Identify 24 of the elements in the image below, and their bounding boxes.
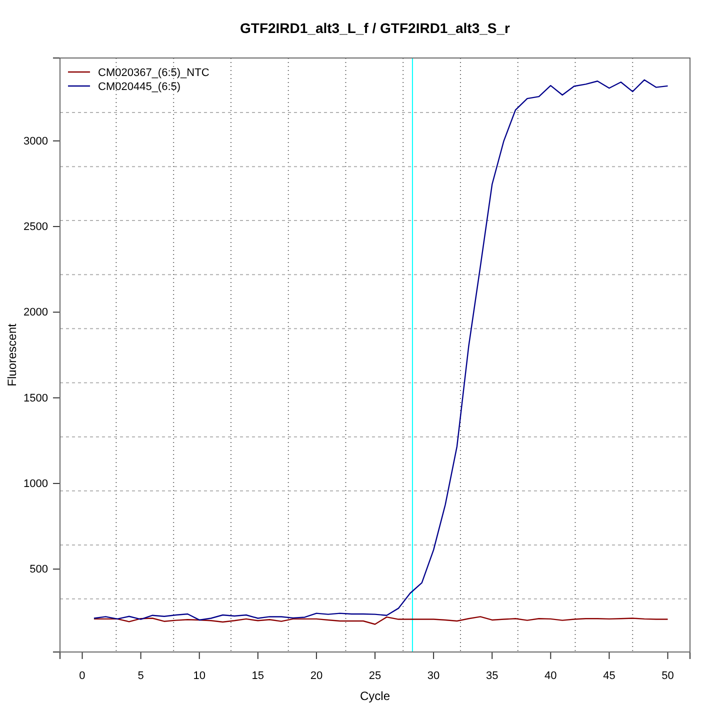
x-tick-label: 30 (427, 670, 440, 682)
x-tick-label: 45 (603, 670, 616, 682)
x-tick-label: 20 (310, 670, 323, 682)
x-tick-label: 15 (252, 670, 264, 682)
line-series (93, 79, 668, 621)
y-tick-label: 1000 (24, 478, 48, 490)
x-tick-label: 0 (79, 670, 86, 682)
x-tick-label: 10 (193, 670, 206, 682)
x-tick-label: 40 (544, 670, 557, 682)
legend-label: CM020445_(6:5) (98, 81, 181, 93)
x-tick-label: 5 (138, 670, 144, 682)
y-axis-title: Fluorescent (5, 322, 19, 386)
x-tick-label: 25 (368, 670, 382, 682)
x-tick-label: 35 (486, 670, 498, 682)
chart-title: GTF2IRD1_alt3_L_f / GTF2IRD1_alt3_S_r (240, 20, 511, 36)
y-tick-label: 3000 (24, 135, 48, 148)
y-tick-label: 500 (30, 564, 48, 576)
line-series (93, 616, 668, 625)
legend-label: CM020367_(6:5)_NTC (98, 67, 210, 79)
y-tick-label: 2000 (24, 306, 48, 319)
x-axis-title: Cycle (360, 689, 390, 703)
y-tick-label: 2500 (24, 221, 48, 234)
y-tick-label: 1500 (24, 392, 48, 404)
x-tick-label: 50 (662, 670, 674, 682)
